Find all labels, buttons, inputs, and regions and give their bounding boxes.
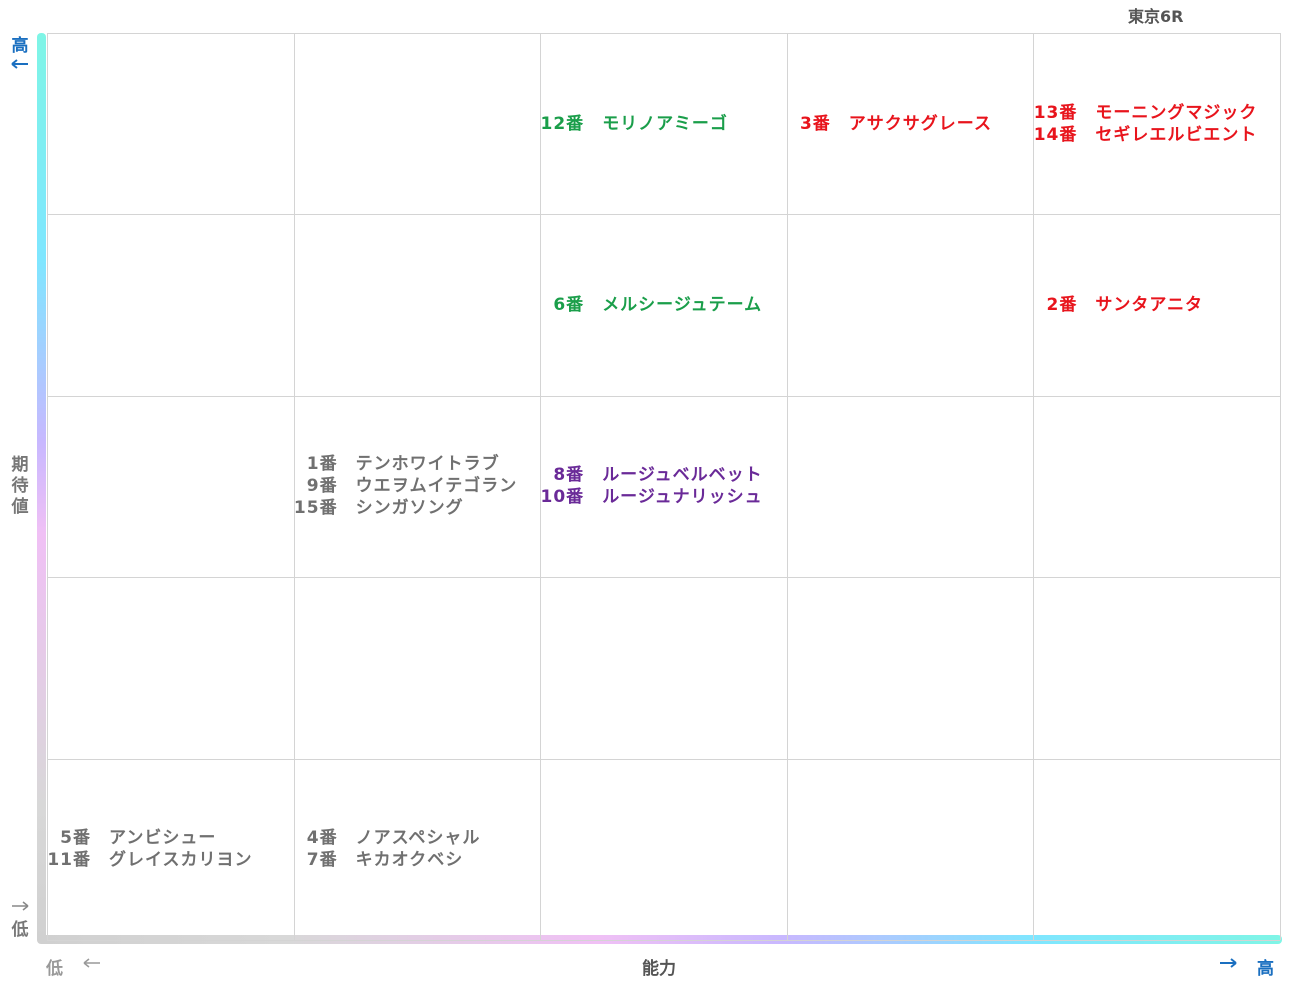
- horse-entry: 7番 キカオクベシ: [294, 849, 541, 871]
- horse-name: ルージュベルベット: [602, 465, 763, 486]
- cell: 1番 テンホワイトラブ 9番 ウエヲムイテゴラン 15番 シンガソング: [294, 396, 541, 577]
- horse-name: モーニングマジック: [1095, 102, 1258, 123]
- grid-line: [47, 758, 1280, 760]
- horse-entry: 4番 ノアスペシャル: [294, 827, 541, 849]
- horse-number: 9番: [306, 476, 338, 497]
- horse-number: 10番: [540, 487, 585, 508]
- cell: 3番 アサクサグレース: [787, 33, 1034, 214]
- horse-name: ウエヲムイテゴラン: [355, 476, 518, 497]
- x-low-arrow: [83, 958, 100, 968]
- horse-name: アサクサグレース: [848, 113, 992, 134]
- grid-line: [47, 33, 1280, 34]
- cell: 12番 モリノアミーゴ: [540, 33, 787, 214]
- grid-line: [47, 577, 1280, 579]
- horse-entry: 10番 ルージュナリッシュ: [540, 486, 787, 508]
- grid-line: [1280, 33, 1281, 940]
- horse-number: 4番: [306, 828, 338, 849]
- grid-line: [540, 33, 542, 940]
- grid-line: [47, 395, 1280, 397]
- y-axis-label: 期待値: [11, 455, 29, 517]
- grid-line: [47, 940, 1280, 941]
- horse-number: 8番: [553, 465, 585, 486]
- horse-number: 2番: [1046, 295, 1078, 316]
- horse-name: サンタアニタ: [1095, 295, 1204, 316]
- grid-line: [293, 33, 295, 940]
- cell: 8番 ルージュベルベット 10番 ルージュナリッシュ: [540, 396, 787, 577]
- horse-entry: 2番 サンタアニタ: [1033, 294, 1280, 316]
- horse-name: メルシージュテーム: [602, 295, 763, 316]
- horse-name: モリノアミーゴ: [602, 113, 728, 134]
- horse-number: 7番: [306, 850, 338, 871]
- cell: 13番 モーニングマジック 14番 セギレエルビエント: [1033, 33, 1280, 214]
- horse-number: 15番: [293, 498, 338, 519]
- y-low-label: 低: [11, 920, 29, 940]
- horse-name: ノアスペシャル: [355, 828, 481, 849]
- y-axis-bar: [37, 33, 46, 943]
- y-high-arrow: [11, 59, 28, 69]
- horse-name: ルージュナリッシュ: [602, 487, 763, 508]
- horse-number: 11番: [47, 850, 91, 871]
- x-low-label: 低: [46, 959, 63, 979]
- x-high-arrow: [1220, 958, 1237, 968]
- horse-name: シンガソング: [355, 498, 464, 519]
- horse-entry: 6番 メルシージュテーム: [540, 294, 787, 316]
- horse-entry: 3番 アサクサグレース: [787, 113, 1034, 135]
- horse-number: 3番: [799, 113, 831, 134]
- x-axis-bar: [37, 935, 1282, 944]
- horse-entry: 14番 セギレエルビエント: [1033, 124, 1280, 146]
- horse-name: セギレエルビエント: [1095, 124, 1258, 145]
- horse-entry: 5番 アンビシュー: [47, 827, 294, 849]
- grid-line: [47, 214, 1280, 216]
- cell: 5番 アンビシュー 11番 グレイスカリヨン: [47, 759, 294, 940]
- horse-entry: 9番 ウエヲムイテゴラン: [294, 475, 541, 497]
- horse-entry: 8番 ルージュベルベット: [540, 464, 787, 486]
- horse-number: 1番: [306, 454, 338, 475]
- y-low-arrow: [12, 901, 29, 911]
- horse-entry: 11番 グレイスカリヨン: [47, 849, 294, 871]
- horse-entry: 15番 シンガソング: [294, 497, 541, 519]
- horse-number: 5番: [60, 828, 91, 849]
- grid-line: [786, 33, 788, 940]
- horse-entry: 13番 モーニングマジック: [1033, 102, 1280, 124]
- horse-name: テンホワイトラブ: [355, 454, 500, 475]
- horse-number: 12番: [540, 113, 585, 134]
- horse-number: 13番: [1033, 102, 1078, 123]
- horse-number: 6番: [553, 295, 585, 316]
- cell: 4番 ノアスペシャル 7番 キカオクベシ: [294, 759, 541, 940]
- horse-name: グレイスカリヨン: [109, 850, 253, 871]
- x-high-label: 高: [1257, 959, 1274, 979]
- horse-entry: 12番 モリノアミーゴ: [540, 113, 787, 135]
- horse-number: 14番: [1033, 124, 1078, 145]
- horse-entry: 1番 テンホワイトラブ: [294, 453, 541, 475]
- race-title: 東京6R: [1128, 7, 1184, 26]
- grid-line: [47, 33, 48, 940]
- cell: 2番 サンタアニタ: [1033, 214, 1280, 395]
- grid-line: [1033, 33, 1035, 940]
- y-high-label: 高: [11, 36, 29, 56]
- cell: 6番 メルシージュテーム: [540, 214, 787, 395]
- horse-name: キカオクベシ: [355, 850, 464, 871]
- x-axis-label: 能力: [642, 959, 676, 979]
- horse-name: アンビシュー: [109, 828, 217, 849]
